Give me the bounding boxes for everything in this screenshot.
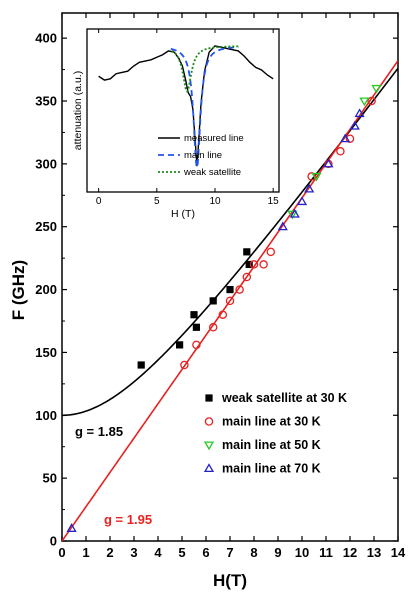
- data-point: [176, 341, 184, 349]
- data-point: [192, 323, 200, 331]
- data-point: [340, 133, 351, 143]
- legend-entry-label: main line at 50 K: [222, 438, 321, 452]
- data-point: [304, 183, 315, 193]
- x-tick-label: 13: [367, 545, 381, 560]
- data-point: [349, 120, 360, 130]
- fit-label-g195: g = 1.95: [104, 512, 152, 527]
- data-point: [307, 172, 316, 181]
- data-point: [242, 272, 252, 282]
- data-point: [345, 134, 355, 143]
- data-point: [296, 196, 308, 206]
- x-tick-label: 4: [154, 545, 162, 560]
- inset-frame: [86, 28, 280, 193]
- legend-entry-label: weak satellite at 30 K: [221, 391, 347, 405]
- inset-chart: 0 5 10 15 H (T) attenuation (a.u.) measured li…: [72, 28, 280, 220]
- data-point: [311, 172, 322, 182]
- y-tick-label: 150: [35, 345, 57, 360]
- inset-series-measured-line: [98, 45, 274, 167]
- x-tick-label: 14: [391, 545, 406, 560]
- main-chart-annotations: g = 1.85 g = 1.95: [75, 424, 152, 527]
- inset-legend-label: weak satellite: [183, 167, 241, 178]
- data-point: [354, 108, 365, 118]
- x-tick-label: 6: [202, 545, 209, 560]
- main-x-axis-title: H(T): [213, 571, 247, 590]
- inset-series-weak-satellite: [171, 45, 239, 93]
- data-point: [243, 248, 251, 256]
- main-chart-axes: 0 1 2 3 4 5 6 7 8 9 10 11 12 13 1405010015020025030035…: [35, 12, 406, 560]
- data-point: [137, 361, 145, 369]
- data-point: [209, 297, 217, 305]
- data-point: [259, 260, 268, 269]
- data-point: [245, 260, 253, 269]
- fit-label-g185: g = 1.85: [75, 424, 123, 439]
- legend-marker: [204, 417, 214, 426]
- y-tick-label: 50: [43, 471, 57, 486]
- data-point: [249, 260, 259, 269]
- legend-marker: [205, 394, 213, 402]
- inset-y-axis-title: attenuation (a.u.): [72, 71, 84, 150]
- y-tick-label: 400: [35, 31, 57, 46]
- data-point: [323, 158, 334, 168]
- x-tick-label: 7: [226, 545, 233, 560]
- x-tick-label: 10: [295, 545, 309, 560]
- data-point: [66, 523, 77, 532]
- inset-legend-label: main line: [184, 150, 222, 161]
- x-tick-label: 3: [130, 545, 137, 560]
- data-point: [180, 360, 189, 370]
- main-chart-legend: weak satellite at 30 K main line at 30 K m…: [203, 391, 347, 476]
- y-tick-label: 100: [35, 408, 57, 423]
- series-main-line-at-50-k: [287, 84, 382, 220]
- x-tick-label: 9: [274, 545, 281, 560]
- y-tick-label: 0: [50, 534, 57, 549]
- inset-x-tick-label: 0: [96, 196, 102, 207]
- data-point: [208, 323, 218, 332]
- data-point: [336, 147, 345, 156]
- y-tick-label: 250: [35, 219, 57, 234]
- x-tick-label: 8: [250, 545, 257, 560]
- main-y-axis-title: F (GHz): [9, 260, 28, 320]
- series-main-line-at-70-k: [66, 108, 365, 532]
- data-point: [190, 311, 198, 319]
- x-tick-label: 0: [58, 545, 65, 560]
- inset-legend-label: measured line: [184, 133, 244, 144]
- y-tick-label: 200: [35, 282, 57, 297]
- inset-x-axis-title: H (T): [171, 208, 195, 220]
- legend-marker: [203, 463, 215, 473]
- inset-x-tick-label: 5: [154, 196, 160, 207]
- x-tick-label: 2: [106, 545, 113, 560]
- x-tick-label: 1: [82, 545, 89, 560]
- data-point: [289, 208, 300, 218]
- inset-x-tick-label: 15: [268, 196, 280, 207]
- inset-series-main-line: [170, 46, 239, 169]
- data-point: [226, 285, 234, 294]
- data-point: [287, 210, 298, 220]
- legend-entry-label: main line at 70 K: [222, 462, 321, 476]
- legend-marker: [203, 441, 215, 451]
- data-point: [359, 97, 370, 107]
- data-point: [218, 310, 228, 319]
- x-tick-label: 12: [343, 545, 357, 560]
- data-point: [266, 247, 276, 257]
- data-point: [235, 285, 244, 294]
- series-weak-satellite-at-30-k: [137, 248, 253, 369]
- series-main-line-at-30-k: [180, 96, 376, 370]
- data-point: [367, 96, 376, 106]
- y-tick-label: 350: [35, 94, 57, 109]
- x-tick-label: 5: [178, 545, 185, 560]
- x-tick-label: 11: [319, 545, 333, 560]
- data-point: [225, 296, 235, 306]
- y-tick-label: 300: [35, 156, 57, 171]
- data-point: [371, 84, 382, 94]
- main-chart-plot-area: [62, 60, 398, 541]
- data-point: [277, 221, 288, 231]
- inset-x-tick-label: 10: [209, 196, 221, 207]
- legend-entry-label: main line at 30 K: [222, 415, 321, 429]
- data-point: [192, 340, 201, 350]
